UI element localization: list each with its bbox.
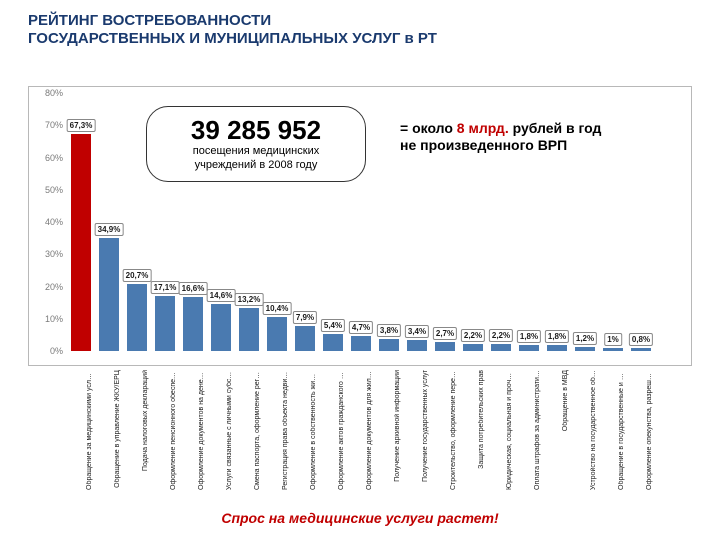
y-tick: 70%: [31, 120, 63, 130]
x-axis-label: Юридическая, социальная и прочая помощь: [506, 370, 513, 490]
x-axis-label: Услуги связанные с личными субсидиями: [226, 370, 233, 490]
x-axis-label: Оформление в собственность жилья: [310, 370, 317, 490]
bar-value-label: 3,4%: [405, 325, 429, 338]
x-axis-label: Защита потребительских прав: [478, 370, 485, 490]
bar: 3,8%: [379, 339, 399, 351]
bar-value-label: 2,2%: [461, 329, 485, 342]
y-tick: 10%: [31, 314, 63, 324]
x-axis-label: Обращение в управление ЖКУ/ЕРЦ: [114, 370, 121, 490]
bar: 17,1%: [155, 296, 175, 351]
bar: 2,7%: [435, 342, 455, 351]
bar-value-label: 0,8%: [629, 333, 653, 346]
bar-value-label: 4,7%: [349, 321, 373, 334]
bar: 20,7%: [127, 284, 147, 351]
x-axis-label: Оплата штрафов за административные право…: [534, 370, 541, 490]
bar-value-label: 17,1%: [151, 281, 180, 294]
eq-rest1: рублей в год: [509, 120, 602, 136]
bar: 2,2%: [463, 344, 483, 351]
y-tick: 20%: [31, 282, 63, 292]
bar: 1%: [603, 348, 623, 351]
bar: 7,9%: [295, 326, 315, 351]
bar-value-label: 13,2%: [235, 293, 264, 306]
eq-prefix: = около: [400, 120, 457, 136]
bar-value-label: 3,8%: [377, 324, 401, 337]
x-axis-label: Оформление актов гражданского состояния: [338, 370, 345, 490]
equation-text: = около 8 млрд. рублей в год не произвед…: [400, 120, 700, 154]
bar-value-label: 2,2%: [489, 329, 513, 342]
eq-rest2: не произведенного ВРП: [400, 137, 567, 153]
bar-value-label: 10,4%: [263, 302, 292, 315]
callout-bubble: 39 285 952 посещения медицинских учрежде…: [146, 106, 366, 182]
bar: 10,4%: [267, 317, 287, 351]
y-tick: 40%: [31, 217, 63, 227]
x-axis-label: Устройство на государственное обеспечени…: [590, 370, 597, 490]
bar: 16,6%: [183, 297, 203, 351]
chart-x-labels: Обращение за медицинскими услугами Обраще…: [68, 370, 684, 490]
x-axis-label: Регистрация права объекта недвижимости: [282, 370, 289, 490]
bar: 67,3%: [71, 134, 91, 351]
x-axis-label: Оформление документов на денежные выплат…: [198, 370, 205, 490]
x-axis-label: Обращение в государственные и муниципаль…: [618, 370, 625, 490]
x-axis-label: Оформление пенсионного обеспечения: [170, 370, 177, 490]
y-tick: 80%: [31, 88, 63, 98]
eq-red: 8 млрд.: [457, 120, 509, 136]
title-line2: ГОСУДАРСТВЕННЫХ И МУНИЦИПАЛЬНЫХ УСЛУГ в …: [28, 30, 437, 48]
title-line1: РЕЙТИНГ ВОСТРЕБОВАННОСТИ: [28, 12, 437, 30]
bar: 2,2%: [491, 344, 511, 351]
bar-value-label: 1,8%: [545, 330, 569, 343]
bar-value-label: 5,4%: [321, 319, 345, 332]
bar-value-label: 2,7%: [433, 327, 457, 340]
bar: 0,8%: [631, 348, 651, 351]
callout-sub1: посещения медицинских: [161, 145, 351, 157]
bar: 13,2%: [239, 308, 259, 351]
bar-value-label: 1%: [604, 333, 622, 346]
bar: 3,4%: [407, 340, 427, 351]
x-axis-label: Обращение за медицинскими услугами: [86, 370, 93, 490]
x-axis-label: Смена паспорта, оформление регистрации: [254, 370, 261, 490]
bar: 1,2%: [575, 347, 595, 351]
x-axis-label: Подача налоговых деклараций: [142, 370, 149, 490]
page-title: РЕЙТИНГ ВОСТРЕБОВАННОСТИ ГОСУДАРСТВЕННЫХ…: [28, 12, 437, 48]
callout-number: 39 285 952: [161, 117, 351, 143]
bar: 14,6%: [211, 304, 231, 351]
bar-value-label: 16,6%: [179, 282, 208, 295]
x-axis-label: Получение архивной информации: [394, 370, 401, 490]
x-axis-label: Получение государственных услуг: [422, 370, 429, 490]
x-axis-label: Оформление документов для жилищных субси…: [366, 370, 373, 490]
x-axis-label: Строительство, оформление перепланировки: [450, 370, 457, 490]
bar-value-label: 67,3%: [67, 119, 96, 132]
bar: 1,8%: [519, 345, 539, 351]
bar-value-label: 1,8%: [517, 330, 541, 343]
bar: 5,4%: [323, 334, 343, 351]
y-tick: 60%: [31, 153, 63, 163]
y-tick: 0%: [31, 346, 63, 356]
y-tick: 50%: [31, 185, 63, 195]
bar-value-label: 14,6%: [207, 289, 236, 302]
y-tick: 30%: [31, 249, 63, 259]
caption: Спрос на медицинские услуги растет!: [0, 510, 720, 526]
x-axis-label: Обращение в МВД: [562, 370, 569, 490]
bar: 4,7%: [351, 336, 371, 351]
bar-value-label: 34,9%: [95, 223, 124, 236]
bar: 1,8%: [547, 345, 567, 351]
bar-value-label: 20,7%: [123, 269, 152, 282]
x-axis-label: Оформление опекунства, разрешение споров…: [646, 370, 653, 490]
bar: 34,9%: [99, 238, 119, 351]
bar-value-label: 1,2%: [573, 332, 597, 345]
callout-sub2: учреждений в 2008 году: [161, 159, 351, 171]
bar-value-label: 7,9%: [293, 311, 317, 324]
